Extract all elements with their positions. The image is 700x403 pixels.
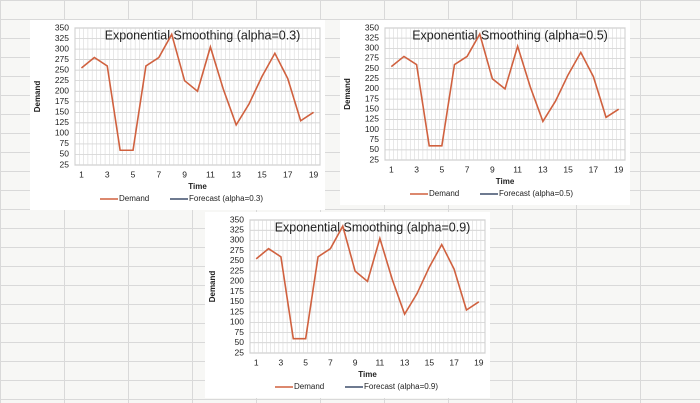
y-tick-label: 225 [55, 75, 69, 85]
x-tick-label: 5 [439, 164, 444, 174]
series-line [255, 224, 480, 340]
x-tick-label: 5 [131, 169, 136, 179]
chart-title: Exponential Smoothing (alpha=0.3) [105, 28, 301, 42]
x-tick-label: 7 [465, 164, 470, 174]
y-tick-label: 225 [365, 73, 379, 83]
legend-label: Forecast (alpha=0.3) [189, 194, 263, 203]
legend-label: Forecast (alpha=0.5) [499, 189, 573, 198]
y-tick-label: 325 [365, 32, 379, 42]
y-tick-label: 275 [55, 54, 69, 64]
y-tick-label: 100 [365, 124, 379, 134]
y-tick-label: 50 [60, 149, 70, 159]
series-line [80, 32, 314, 152]
x-tick-label: 13 [538, 164, 548, 174]
x-tick-label: 13 [400, 357, 410, 367]
x-tick-label: 9 [490, 164, 495, 174]
y-tick-label: 275 [365, 53, 379, 63]
y-tick-label: 175 [230, 286, 244, 296]
y-tick-label: 325 [55, 33, 69, 43]
x-axis-title: Time [358, 370, 377, 379]
x-tick-label: 3 [279, 357, 284, 367]
x-tick-label: 3 [105, 169, 110, 179]
y-tick-label: 100 [55, 128, 69, 138]
y-tick-label: 200 [230, 276, 244, 286]
x-tick-label: 3 [414, 164, 419, 174]
y-tick-label: 125 [230, 306, 244, 316]
y-tick-label: 25 [235, 347, 245, 357]
x-tick-label: 1 [79, 169, 84, 179]
y-tick-label: 175 [365, 93, 379, 103]
x-tick-label: 17 [283, 169, 293, 179]
y-tick-label: 75 [370, 134, 380, 144]
y-tick-label: 200 [55, 85, 69, 95]
x-tick-label: 15 [425, 357, 435, 367]
plot-area [249, 219, 486, 354]
y-tick-label: 275 [230, 245, 244, 255]
y-tick-label: 250 [55, 64, 69, 74]
plot-area [74, 27, 321, 166]
y-tick-label: 125 [365, 114, 379, 124]
y-tick-label: 250 [230, 255, 244, 265]
x-tick-label: 1 [389, 164, 394, 174]
y-axis-title: Demand [33, 81, 42, 113]
x-tick-label: 9 [182, 169, 187, 179]
chart-title: Exponential Smoothing (alpha=0.9) [275, 220, 471, 234]
x-tick-label: 11 [206, 169, 215, 179]
x-tick-label: 19 [474, 357, 484, 367]
y-tick-label: 50 [235, 337, 245, 347]
y-tick-label: 225 [230, 265, 244, 275]
y-tick-label: 75 [235, 327, 245, 337]
x-tick-label: 17 [449, 357, 459, 367]
y-tick-label: 150 [230, 296, 244, 306]
x-tick-label: 17 [589, 164, 599, 174]
y-tick-label: 25 [370, 154, 380, 164]
x-tick-label: 11 [375, 357, 384, 367]
y-tick-label: 350 [230, 214, 244, 224]
x-tick-label: 5 [303, 357, 308, 367]
x-tick-label: 9 [353, 357, 358, 367]
x-tick-label: 7 [328, 357, 333, 367]
legend-label: Demand [294, 382, 324, 391]
legend-label: Forecast (alpha=0.9) [364, 382, 438, 391]
y-tick-label: 325 [230, 224, 244, 234]
y-axis-title: Demand [208, 271, 217, 303]
y-tick-label: 150 [365, 103, 379, 113]
x-tick-label: 19 [309, 169, 319, 179]
y-tick-label: 50 [370, 144, 380, 154]
y-tick-label: 175 [55, 96, 69, 106]
y-tick-label: 350 [55, 22, 69, 32]
y-tick-label: 100 [230, 317, 244, 327]
legend-label: Demand [119, 194, 149, 203]
y-tick-label: 200 [365, 83, 379, 93]
x-tick-label: 15 [257, 169, 267, 179]
y-tick-label: 125 [55, 117, 69, 127]
y-tick-label: 75 [60, 138, 70, 148]
y-tick-label: 300 [365, 43, 379, 53]
x-tick-label: 1 [254, 357, 259, 367]
y-tick-label: 25 [60, 159, 70, 169]
legend-label: Demand [429, 189, 459, 198]
y-tick-label: 300 [230, 235, 244, 245]
x-axis-title: Time [188, 182, 207, 191]
x-axis-title: Time [496, 177, 515, 186]
y-tick-label: 300 [55, 43, 69, 53]
x-tick-label: 19 [614, 164, 624, 174]
x-tick-label: 15 [563, 164, 573, 174]
y-axis-title: Demand [343, 78, 352, 110]
y-tick-label: 150 [55, 107, 69, 117]
x-tick-label: 7 [156, 169, 161, 179]
x-tick-label: 13 [231, 169, 241, 179]
x-tick-label: 11 [513, 164, 522, 174]
chart-title: Exponential Smoothing (alpha=0.5) [412, 28, 608, 42]
plot-area [384, 27, 626, 161]
y-tick-label: 350 [365, 22, 379, 32]
series-line [390, 32, 620, 147]
y-tick-label: 250 [365, 63, 379, 73]
